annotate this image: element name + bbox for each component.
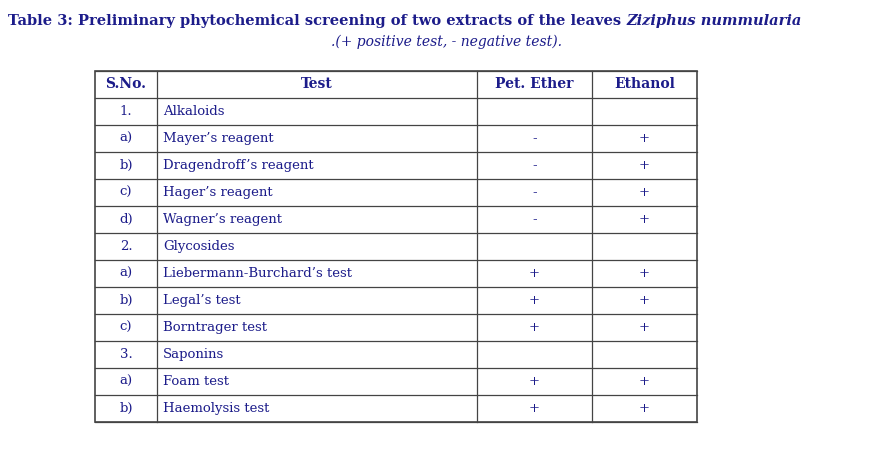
Text: S.No.: S.No. xyxy=(105,78,146,91)
Text: -: - xyxy=(532,159,537,172)
Text: +: + xyxy=(639,321,650,334)
Text: Hager’s reagent: Hager’s reagent xyxy=(163,186,272,199)
Text: 3.: 3. xyxy=(120,348,132,361)
Text: 1.: 1. xyxy=(120,105,132,118)
Text: Borntrager test: Borntrager test xyxy=(163,321,267,334)
Text: Pet. Ether: Pet. Ether xyxy=(496,78,573,91)
Text: Haemolysis test: Haemolysis test xyxy=(163,402,270,415)
Text: Glycosides: Glycosides xyxy=(163,240,235,253)
Text: +: + xyxy=(639,132,650,145)
Text: Legal’s test: Legal’s test xyxy=(163,294,240,307)
Text: +: + xyxy=(639,375,650,388)
Text: +: + xyxy=(529,267,540,280)
Text: +: + xyxy=(639,294,650,307)
Text: c): c) xyxy=(120,321,132,334)
Text: Foam test: Foam test xyxy=(163,375,229,388)
Text: b): b) xyxy=(120,159,133,172)
Text: b): b) xyxy=(120,402,133,415)
Text: Alkaloids: Alkaloids xyxy=(163,105,224,118)
Text: +: + xyxy=(529,375,540,388)
Text: Mayer’s reagent: Mayer’s reagent xyxy=(163,132,273,145)
Text: +: + xyxy=(639,402,650,415)
Text: Wagner’s reagent: Wagner’s reagent xyxy=(163,213,282,226)
Text: +: + xyxy=(639,213,650,226)
Bar xyxy=(95,71,697,422)
Text: Table 3: Preliminary phytochemical screening of two extracts of the leaves: Table 3: Preliminary phytochemical scree… xyxy=(8,14,626,28)
Text: +: + xyxy=(639,186,650,199)
Text: Saponins: Saponins xyxy=(163,348,224,361)
Text: d): d) xyxy=(119,213,133,226)
Text: Liebermann-Burchard’s test: Liebermann-Burchard’s test xyxy=(163,267,352,280)
Text: b): b) xyxy=(120,294,133,307)
Text: 2.: 2. xyxy=(120,240,132,253)
Text: c): c) xyxy=(120,186,132,199)
Text: -: - xyxy=(532,213,537,226)
Text: +: + xyxy=(529,402,540,415)
Text: -: - xyxy=(532,132,537,145)
Text: +: + xyxy=(529,294,540,307)
Text: -: - xyxy=(532,186,537,199)
Text: a): a) xyxy=(120,375,132,388)
Text: Test: Test xyxy=(301,78,333,91)
Text: .(+ positive test, - negative test).: .(+ positive test, - negative test). xyxy=(331,35,562,50)
Text: Ziziphus nummularia: Ziziphus nummularia xyxy=(626,14,802,28)
Text: a): a) xyxy=(120,267,132,280)
Text: a): a) xyxy=(120,132,132,145)
Text: +: + xyxy=(529,321,540,334)
Text: +: + xyxy=(639,267,650,280)
Text: Ethanol: Ethanol xyxy=(614,78,675,91)
Text: Dragendroff’s reagent: Dragendroff’s reagent xyxy=(163,159,313,172)
Text: +: + xyxy=(639,159,650,172)
